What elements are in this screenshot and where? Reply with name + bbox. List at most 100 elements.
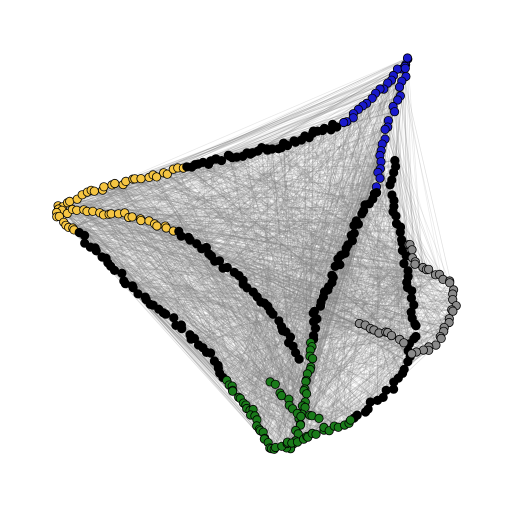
graph-edge: [125, 283, 266, 439]
graph-node-blue: [394, 82, 405, 92]
graph-node-gray: [448, 306, 458, 316]
graph-edge: [346, 121, 410, 344]
graph-node-black: [294, 354, 304, 364]
graph-edge: [309, 282, 450, 416]
graph-edge: [331, 282, 388, 333]
graph-edge: [281, 147, 370, 204]
graph-edge: [153, 304, 413, 319]
graph-edge: [133, 287, 457, 307]
graph-edge: [330, 129, 417, 326]
graph-edge: [221, 160, 410, 345]
graph-edge: [178, 168, 184, 232]
graph-edge: [103, 186, 429, 348]
graph-edge: [426, 269, 454, 312]
graph-edge: [123, 68, 403, 282]
graph-edge: [152, 174, 182, 326]
graph-edge: [246, 152, 336, 267]
graph-node-black: [117, 268, 127, 278]
graph-edge: [399, 87, 424, 268]
graph-edge: [140, 178, 299, 435]
graph-edge: [301, 139, 381, 179]
graph-edge: [111, 184, 408, 362]
graph-edge: [233, 272, 293, 409]
graph-edge: [373, 329, 395, 383]
graph-edge: [102, 256, 380, 334]
graph-edge: [56, 212, 412, 355]
graph-edge: [58, 208, 445, 328]
graph-edge: [175, 99, 398, 326]
graph-edge: [56, 216, 450, 284]
graph-edge: [175, 145, 288, 326]
graph-edge: [310, 172, 395, 343]
graph-edge: [313, 200, 395, 336]
graph-edge: [221, 160, 403, 374]
graph-edge: [194, 164, 355, 234]
graph-edge: [103, 186, 293, 444]
graph-edge: [206, 282, 333, 353]
graph-edge: [219, 372, 282, 397]
graph-edge: [310, 342, 408, 362]
graph-edge: [181, 268, 429, 329]
graph-edge: [103, 186, 404, 264]
graph-edge: [121, 184, 124, 274]
graph-edge: [148, 177, 311, 343]
graph-edge: [215, 159, 283, 447]
graph-edge: [107, 99, 398, 264]
graph-edge: [310, 98, 373, 368]
graph-edge: [373, 223, 397, 331]
graph-edge: [316, 318, 409, 352]
graph-edge: [58, 208, 281, 394]
graph-edge: [132, 178, 441, 337]
graph-edge: [181, 282, 333, 329]
graph-edge: [206, 156, 238, 248]
graph-edge: [376, 192, 445, 332]
graph-node-blue: [402, 53, 413, 63]
graph-edge: [202, 301, 322, 349]
graph-edge: [267, 324, 366, 443]
graph-edge: [211, 255, 332, 276]
graph-edge: [332, 124, 392, 336]
graph-edge: [133, 287, 328, 291]
graph-edge: [259, 86, 400, 430]
graph-edge: [158, 231, 180, 310]
graph-edge: [303, 144, 383, 440]
graph-edge: [312, 132, 381, 170]
graph-edge: [352, 240, 441, 337]
graph-edge: [333, 193, 375, 427]
graph-node-black: [222, 262, 232, 273]
graph-edge: [154, 223, 342, 256]
graph-edge: [303, 129, 386, 440]
graph-edge: [206, 120, 389, 353]
graph-edge: [215, 88, 384, 160]
graph-edge: [353, 113, 397, 217]
graph-edge: [84, 242, 400, 340]
graph-edge: [156, 164, 209, 227]
graph-edge: [165, 137, 310, 315]
graph-edge: [351, 235, 415, 306]
graph-edge: [111, 184, 395, 383]
graph-edge: [63, 221, 437, 346]
graph-edge: [206, 210, 364, 353]
graph-edge: [154, 223, 294, 445]
graph-edge: [163, 57, 408, 174]
graph-edge: [401, 68, 416, 265]
graph-edge: [173, 138, 386, 232]
graph-edge: [215, 158, 353, 242]
graph-edge: [84, 186, 377, 236]
graph-edge: [107, 262, 274, 315]
graph-edge: [242, 192, 377, 281]
graph-edge: [260, 103, 367, 303]
graph-edge: [262, 58, 409, 433]
graph-edge: [191, 166, 412, 313]
graph-edge: [272, 186, 377, 315]
graph-edge: [181, 324, 296, 354]
graph-edge: [266, 148, 403, 244]
graph-edge: [111, 184, 342, 256]
graph-edge: [94, 247, 355, 419]
graph-edge: [377, 331, 387, 401]
graph-edge: [65, 224, 394, 390]
graph-edge: [137, 293, 269, 443]
graph-edge: [240, 274, 436, 399]
graph-edge: [167, 174, 325, 428]
graph-edge: [309, 327, 445, 357]
